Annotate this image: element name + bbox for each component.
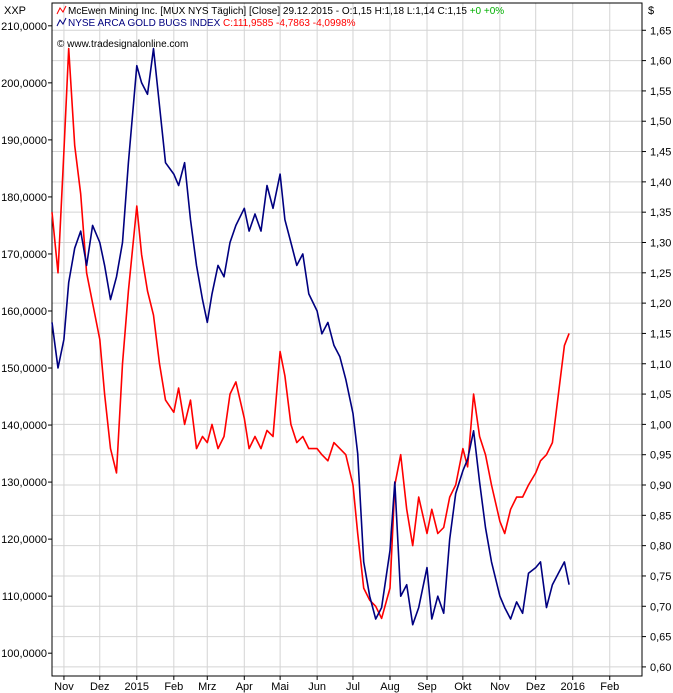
series-layer: [51, 47, 570, 626]
watermark: © www.tradesignalonline.com: [57, 39, 188, 50]
right-tick-label: 1,05: [650, 389, 671, 401]
x-tick-label: Mai: [271, 681, 289, 693]
right-tick-label: 0,95: [650, 450, 671, 462]
right-tick-label: 1,60: [650, 56, 671, 68]
legend: McEwen Mining Inc. [MUX NYS Täglich] [Cl…: [56, 5, 504, 29]
left-tick-label: 170,0000: [1, 249, 47, 261]
right-tick-label: 0,75: [650, 571, 671, 583]
legend-text-part: +0 +0%: [470, 6, 505, 17]
x-tick-label: Jun: [308, 681, 326, 693]
legend-text-part: McEwen Mining Inc. [MUX NYS Täglich] [Cl…: [68, 6, 470, 17]
x-tick-label: Mrz: [198, 681, 216, 693]
legend-entry-mux: McEwen Mining Inc. [MUX NYS Täglich] [Cl…: [68, 6, 504, 17]
legend-line-icon: [56, 5, 67, 15]
right-tick-label: 1,15: [650, 328, 671, 340]
right-tick-label: 1,50: [650, 116, 671, 128]
right-tick-label: 0,60: [650, 662, 671, 674]
x-tick-label: Dez: [90, 681, 110, 693]
x-tick-label: 2015: [125, 681, 149, 693]
x-tick-label: Okt: [454, 681, 471, 693]
right-tick-label: 0,90: [650, 480, 671, 492]
left-tick-label: 180,0000: [1, 192, 47, 204]
right-tick-label: 1,45: [650, 147, 671, 159]
left-tick-label: 130,0000: [1, 477, 47, 489]
series-line-mux: [51, 47, 570, 620]
left-tick-label: 190,0000: [1, 135, 47, 147]
right-tick-label: 1,35: [650, 207, 671, 219]
x-tick-label: Aug: [380, 681, 400, 693]
x-tick-label: Apr: [236, 681, 253, 693]
x-tick-label: Feb: [600, 681, 619, 693]
right-tick-label: 0,85: [650, 510, 671, 522]
x-tick-label: Nov: [490, 681, 510, 693]
right-tick-label: 0,70: [650, 601, 671, 613]
legend-text-part: NYSE ARCA GOLD BUGS INDEX: [68, 18, 223, 29]
right-tick-label: 1,55: [650, 86, 671, 98]
left-tick-label: 120,0000: [1, 534, 47, 546]
left-tick-label: 150,0000: [1, 363, 47, 375]
right-axis-label: $: [648, 5, 654, 17]
right-tick-label: 1,25: [650, 268, 671, 280]
x-tick-label: Sep: [417, 681, 437, 693]
x-tick-label: 2016: [560, 681, 584, 693]
left-tick-label: 100,0000: [1, 648, 47, 660]
axes-layer: Nov Dez 2015 Feb Mrz Apr Mai Jun Jul Aug Sep Okt Nov…: [1, 21, 671, 693]
right-tick-label: 0,65: [650, 632, 671, 644]
x-tick-label: Dez: [526, 681, 546, 693]
right-tick-label: 0,80: [650, 541, 671, 553]
left-axis-label: XXP: [4, 5, 26, 17]
left-tick-label: 140,0000: [1, 420, 47, 432]
right-tick-label: 1,20: [650, 298, 671, 310]
left-tick-label: 110,0000: [2, 591, 47, 603]
legend-entry-hui: NYSE ARCA GOLD BUGS INDEX C:111,9585 -4,…: [68, 18, 356, 29]
x-tick-label: Nov: [54, 681, 74, 693]
legend-line-icon: [56, 17, 67, 27]
left-tick-label: 160,0000: [1, 306, 47, 318]
right-tick-label: 1,65: [650, 25, 671, 37]
series-line-hui: [51, 47, 570, 626]
left-tick-label: 200,0000: [1, 78, 47, 90]
x-tick-label: Feb: [164, 681, 183, 693]
legend-text-part: C:111,9585 -4,7863 -4,0998%: [223, 18, 356, 29]
right-tick-label: 1,10: [650, 359, 671, 371]
right-tick-label: 1,40: [650, 177, 671, 189]
x-tick-label: Jul: [346, 681, 360, 693]
plot-frame: [51, 2, 643, 677]
right-tick-label: 1,00: [650, 419, 671, 431]
right-tick-label: 1,30: [650, 237, 671, 249]
left-tick-label: 210,0000: [1, 21, 47, 33]
grid-lines: [52, 3, 642, 676]
